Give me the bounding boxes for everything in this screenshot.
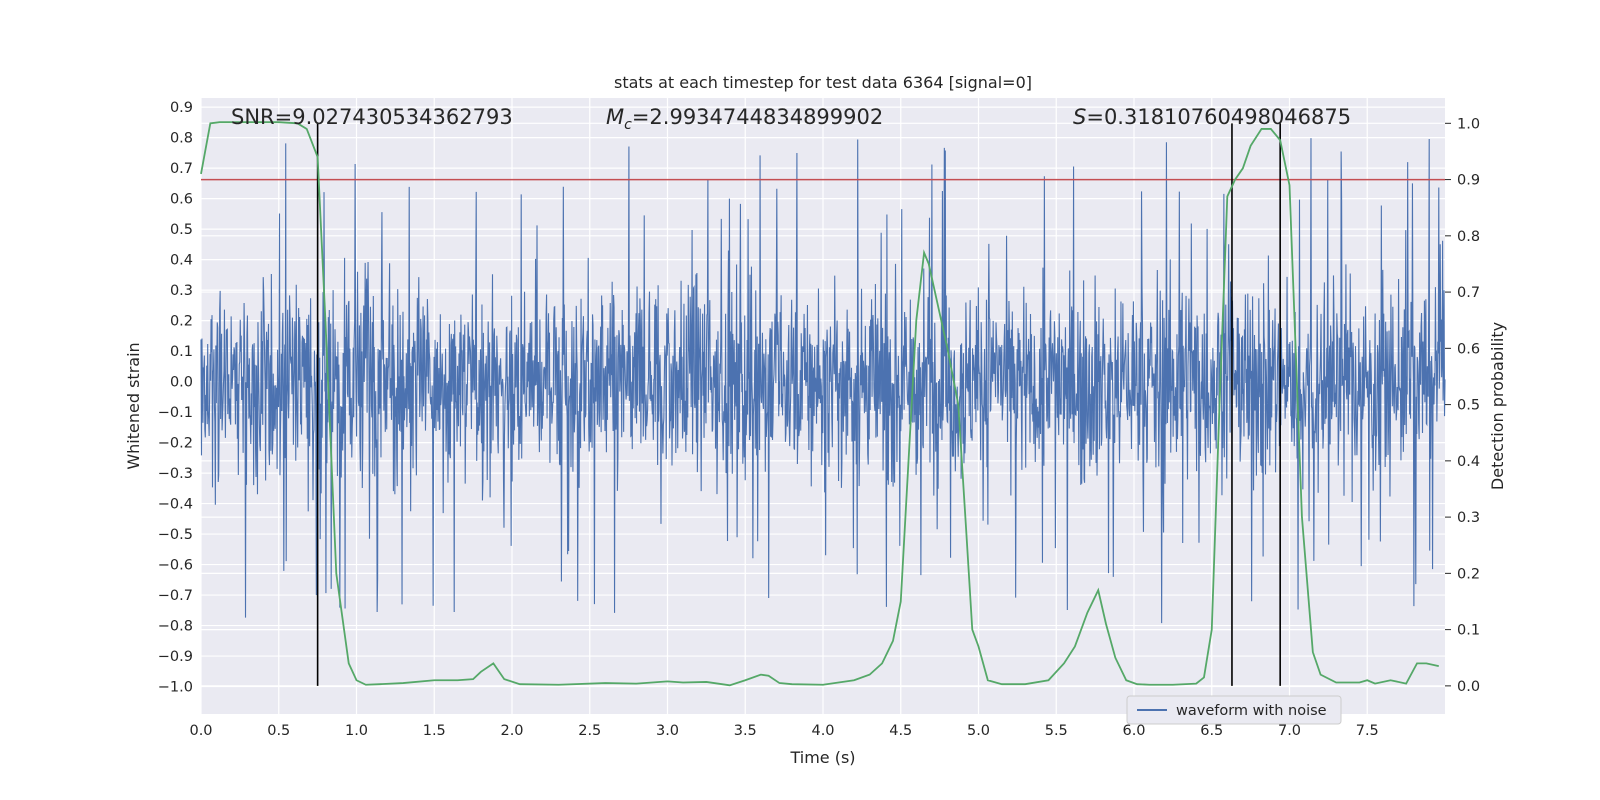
y-right-tick-label: 0.6 [1457,341,1480,357]
s-symbol: S [1073,105,1086,129]
y-left-tick-label: 0.0 [170,375,193,391]
y-left-tick-label: 0.9 [170,100,193,116]
x-tick-label: 2.0 [500,723,523,739]
y-left-tick-label: −0.1 [158,405,193,421]
y-right-tick-label: 0.0 [1457,679,1480,695]
waveform-line [200,138,1446,624]
y-right-tick-label: 0.8 [1457,229,1480,245]
chirp-mass-annotation: Mc=2.9934744834899902 [606,105,883,133]
y-left-tick-label: 0.3 [170,283,193,299]
y-left-tick-label: 0.1 [170,344,193,360]
y-left-tick-label: 0.6 [170,192,193,208]
y-left-tick-label: −0.2 [158,436,193,452]
y-axis-label-left: Whitened strain [124,342,143,469]
chart-title: stats at each timestep for test data 636… [614,73,1032,92]
legend: waveform with noise [1126,695,1342,725]
x-tick-label: 6.5 [1200,723,1223,739]
y-left-tick-label: −1.0 [158,680,193,696]
legend-label-waveform: waveform with noise [1176,703,1327,719]
x-tick-label: 7.5 [1356,723,1379,739]
overlay-layer [200,121,1445,687]
y-left-tick-label: 0.4 [170,253,193,269]
y-right-tick-label: 0.5 [1457,398,1480,414]
x-axis-label: Time (s) [789,748,855,767]
y-left-tick-label: −0.7 [158,588,193,604]
x-tick-label: 7.0 [1278,723,1301,739]
y-left-tick-label: −0.5 [158,527,193,543]
y-left-tick-label: −0.4 [158,497,193,513]
y-left-tick-label: 0.8 [170,131,193,147]
x-tick-label: 4.5 [889,723,912,739]
y-left-tick-label: −0.6 [158,558,193,574]
x-tick-label: 2.5 [578,723,601,739]
x-tick-label: 3.0 [656,723,679,739]
s-annotation: S=0.31810760498046875 [1073,105,1351,129]
x-tick-label: 0.0 [189,723,212,739]
x-tick-label: 5.0 [967,723,990,739]
y-axis-label-right: Detection probability [1488,322,1507,490]
x-tick-label: 1.0 [345,723,368,739]
y-left-tick-label: −0.3 [158,466,193,482]
y-right-tick-label: 0.2 [1457,566,1480,582]
y-left-tick-label: 0.5 [170,222,193,238]
y-left-tick-label: −0.9 [158,649,193,665]
chirp-mass-subscript: c [624,117,632,133]
y-right-tick-label: 1.0 [1457,116,1480,132]
chirp-mass-symbol: M [606,105,624,129]
x-tick-label: 5.5 [1045,723,1068,739]
x-tick-label: 1.5 [423,723,446,739]
legend-box [1126,695,1342,725]
snr-annotation: SNR=9.027430534362793 [231,105,513,129]
waveform-series [200,138,1446,624]
y-right-tick-label: 0.4 [1457,454,1480,470]
s-value: =0.31810760498046875 [1086,105,1351,129]
y-right-tick-label: 0.9 [1457,173,1480,189]
tick-labels: 0.0 0.5 1.0 1.5 2.0 2.5 3.0 3.5 4.0 4.5 5.0 5.5 6.0 6… [158,100,1480,739]
y-left-tick-label: 0.7 [170,161,193,177]
y-right-tick-label: 0.1 [1457,623,1480,639]
y-right-tick-label: 0.3 [1457,510,1480,526]
y-left-tick-label: 0.2 [170,314,193,330]
x-tick-label: 6.0 [1122,723,1145,739]
x-tick-label: 3.5 [734,723,757,739]
detection-probability-line [200,121,1439,687]
y-right-tick-label: 0.7 [1457,285,1480,301]
chirp-mass-value: =2.9934744834899902 [632,105,883,129]
x-tick-label: 4.0 [811,723,834,739]
x-tick-label: 0.5 [267,723,290,739]
y-left-tick-label: −0.8 [158,619,193,635]
